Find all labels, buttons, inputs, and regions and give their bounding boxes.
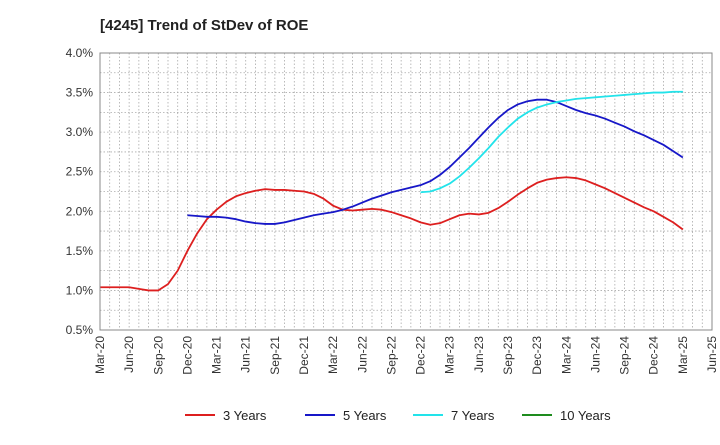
legend: 3 Years 5 Years 7 Years 10 Years: [185, 408, 611, 423]
x-tick-label: Sep-21: [268, 336, 282, 375]
x-tick-label: Sep-24: [618, 336, 632, 375]
x-tick-label: Sep-22: [384, 336, 398, 375]
y-tick-label: 3.5%: [66, 86, 94, 100]
x-tick-label: Jun-21: [239, 336, 253, 373]
x-tick-label: Dec-23: [530, 336, 544, 375]
x-tick-label: Jun-22: [355, 336, 369, 373]
x-tick-label: Jun-25: [705, 336, 719, 373]
chart-title: [4245] Trend of StDev of ROE: [100, 17, 308, 34]
y-tick-label: 1.5%: [66, 244, 94, 258]
x-tick-label: Jun-23: [472, 336, 486, 373]
x-tick-label: Mar-23: [443, 336, 457, 374]
x-tick-label: Jun-20: [122, 336, 136, 373]
x-tick-label: Sep-23: [501, 336, 515, 375]
x-tick-label: Mar-25: [676, 336, 690, 374]
x-tick-label: Sep-20: [151, 336, 165, 375]
y-tick-label: 3.0%: [66, 125, 94, 139]
legend-label: 10 Years: [560, 408, 611, 423]
y-tick-label: 4.0%: [66, 46, 94, 60]
x-tick-label: Jun-24: [588, 336, 602, 373]
y-tick-label: 0.5%: [66, 323, 94, 337]
x-tick-label: Mar-22: [326, 336, 340, 374]
x-tick-label: Dec-22: [414, 336, 428, 375]
x-tick-label: Mar-24: [559, 336, 573, 374]
y-axis-ticks: 0.5% 1.0% 1.5% 2.0% 2.5% 3.0% 3.5% 4.0%: [66, 46, 94, 337]
grid: [99, 52, 713, 331]
x-tick-label: Mar-21: [210, 336, 224, 374]
x-axis-ticks: Mar-20 Jun-20 Sep-20 Dec-20 Mar-21 Jun-21 Sep-…: [93, 336, 719, 375]
y-tick-label: 1.0%: [66, 283, 94, 297]
x-tick-label: Dec-21: [297, 336, 311, 375]
legend-label: 5 Years: [343, 408, 387, 423]
x-tick-label: Dec-20: [180, 336, 194, 375]
legend-label: 3 Years: [223, 408, 267, 423]
series-line-7-years: [420, 90, 683, 194]
series-layer: [100, 90, 684, 292]
x-tick-label: Mar-20: [93, 336, 107, 374]
plot-frame: [99, 52, 713, 331]
y-tick-label: 2.0%: [66, 204, 94, 218]
series-line-3-years: [100, 176, 684, 292]
x-tick-label: Dec-24: [647, 336, 661, 375]
legend-label: 7 Years: [451, 408, 495, 423]
series-line-5-years: [187, 98, 684, 225]
y-tick-label: 2.5%: [66, 165, 94, 179]
